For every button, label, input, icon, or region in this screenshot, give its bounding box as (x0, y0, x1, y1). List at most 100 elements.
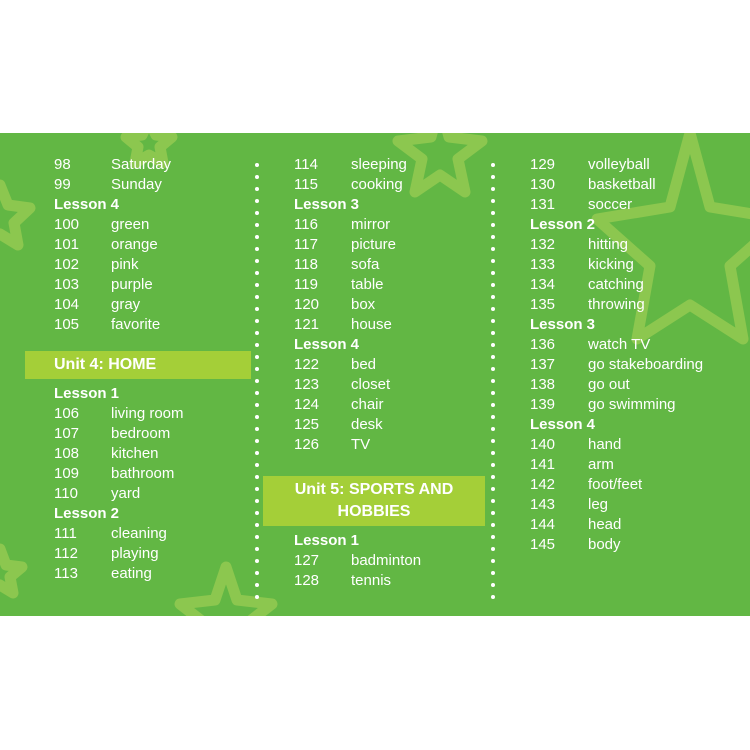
vocab-row: 122 bed (263, 355, 491, 375)
vocab-number: 114 (294, 156, 318, 173)
vocab-word: soccer (588, 196, 633, 213)
vocab-number: 98 (54, 156, 71, 173)
vocab-number: 122 (294, 356, 320, 373)
vocab-word: mirror (351, 216, 391, 233)
vocab-number: 124 (294, 396, 320, 413)
vocab-number: 142 (530, 476, 556, 493)
vocab-row: 107 bedroom (0, 424, 255, 444)
vocab-row: 131 soccer (500, 195, 750, 215)
vocab-row: 102 pink (0, 255, 255, 275)
star-outline-icon (392, 133, 488, 198)
vocab-row: 127 badminton (263, 551, 491, 571)
vocab-number: 130 (530, 176, 556, 193)
vocab-column-3: 129 volleyball 130 basketball 131 soccer Le… (500, 155, 750, 555)
vocab-number: 103 (54, 276, 80, 293)
vocab-row: 111 cleaning (0, 524, 255, 544)
star-decorations (0, 133, 750, 616)
vocab-number: 127 (294, 552, 320, 569)
unit-heading: Unit 5: SPORTS AND HOBBIES (263, 476, 485, 526)
vocab-word: hitting (588, 236, 629, 253)
vocab-word: head (588, 516, 622, 533)
vocab-number: 115 (294, 176, 318, 193)
vocab-number: 111 (54, 525, 77, 542)
vocab-word: kitchen (111, 445, 159, 462)
vocab-word: watch TV (588, 336, 651, 353)
vocab-row: 126 TV (263, 435, 491, 455)
vocab-row: 124 chair (263, 395, 491, 415)
vocab-word: arm (588, 456, 614, 473)
vocab-row: 116 mirror (263, 215, 491, 235)
vocab-row: 108 kitchen (0, 444, 255, 464)
vocab-row: 128 tennis (263, 571, 491, 591)
lesson-heading: Lesson 1 (54, 385, 120, 402)
vocab-row: 101 orange (0, 235, 255, 255)
vocab-row: 113 eating (0, 564, 255, 584)
vocab-number: 137 (530, 356, 556, 373)
vocab-number: 135 (530, 296, 556, 313)
vocab-word: chair (351, 396, 384, 413)
vocab-number: 104 (54, 296, 80, 313)
column-divider (255, 163, 259, 607)
vocab-row: 132 hitting (500, 235, 750, 255)
vocab-row: 142 foot/feet (500, 475, 750, 495)
lesson-heading: Lesson 2 (54, 505, 120, 522)
vocab-column-2: 114 sleeping 115 cooking Lesson 3 116 mirro… (263, 155, 491, 591)
lesson-heading: Lesson 3 (530, 316, 596, 333)
vocab-number: 100 (54, 216, 80, 233)
vocab-word: tennis (351, 572, 392, 589)
vocab-row: 135 throwing (500, 295, 750, 315)
vocab-word: badminton (351, 552, 422, 569)
lesson-heading: Lesson 1 (294, 532, 360, 549)
vocab-row: 144 head (500, 515, 750, 535)
column-divider (491, 163, 495, 607)
vocab-row: 145 body (500, 535, 750, 555)
vocab-row: 141 arm (500, 455, 750, 475)
vocab-row: 137 go stakeboarding (500, 355, 750, 375)
vocab-row: 114 sleeping (263, 155, 491, 175)
vocab-word: bathroom (111, 465, 175, 482)
vocab-word: go swimming (588, 396, 676, 413)
vocab-row: 110 yard (0, 484, 255, 504)
vocab-number: 144 (530, 516, 556, 533)
vocab-row: 123 closet (263, 375, 491, 395)
star-outline-icon (120, 133, 178, 169)
vocab-number: 141 (530, 456, 556, 473)
vocab-row: 112 playing (0, 544, 255, 564)
vocab-word: purple (111, 276, 153, 293)
vocab-word: throwing (588, 296, 645, 313)
vocab-row: 125 desk (263, 415, 491, 435)
lesson-heading: Lesson 2 (530, 216, 596, 233)
unit-heading-line: Unit 5: SPORTS AND (294, 481, 454, 498)
vocab-row: 119 table (263, 275, 491, 295)
vocab-number: 116 (294, 216, 318, 233)
vocab-number: 110 (54, 485, 78, 502)
vocab-word: leg (588, 496, 609, 513)
vocab-number: 113 (54, 565, 78, 582)
vocab-word: kicking (588, 256, 634, 273)
vocab-word: sofa (351, 256, 380, 273)
vocabulary-panel: 98 Saturday 99 Sunday Lesson 4 100 green 10… (0, 133, 750, 616)
vocab-word: TV (351, 436, 371, 453)
star-outline-icon (174, 561, 278, 616)
vocab-row: 100 green (0, 215, 255, 235)
vocab-word: foot/feet (588, 476, 643, 493)
vocab-row: 109 bathroom (0, 464, 255, 484)
vocab-word: volleyball (588, 156, 650, 173)
vocab-number: 136 (530, 336, 556, 353)
vocab-word: bedroom (111, 425, 171, 442)
vocab-row: 138 go out (500, 375, 750, 395)
vocab-word: table (351, 276, 384, 293)
vocab-row: 134 catching (500, 275, 750, 295)
lesson-heading: Lesson 4 (54, 196, 120, 213)
vocab-word: sleeping (351, 156, 407, 173)
vocab-row: 105 favorite (0, 315, 255, 335)
vocab-word: desk (351, 416, 383, 433)
vocab-word: orange (111, 236, 158, 253)
vocab-word: go stakeboarding (588, 356, 704, 373)
lesson-heading: Lesson 3 (294, 196, 360, 213)
vocab-column-1: 98 Saturday 99 Sunday Lesson 4 100 green 10… (0, 155, 255, 584)
vocab-row: 104 gray (0, 295, 255, 315)
vocab-word: yard (111, 485, 141, 502)
vocab-number: 106 (54, 405, 80, 422)
vocab-number: 132 (530, 236, 556, 253)
